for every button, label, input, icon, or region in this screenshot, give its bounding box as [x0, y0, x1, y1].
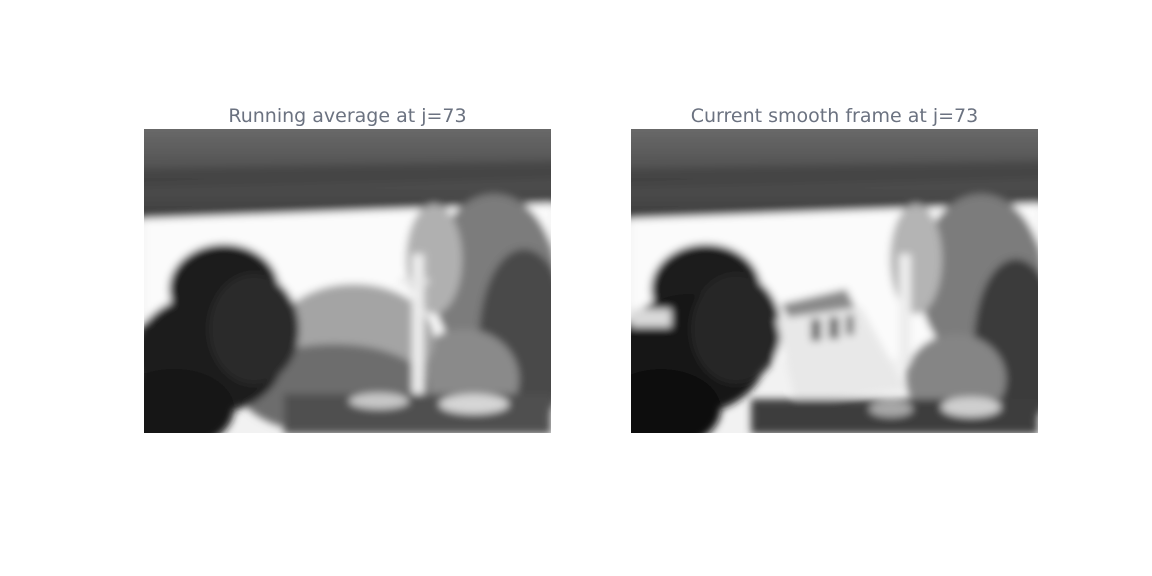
running-average-image	[144, 129, 551, 433]
current-frame-image	[631, 129, 1038, 433]
running-average-scene	[144, 129, 551, 433]
current-frame-scene	[631, 129, 1038, 433]
current-frame-title: Current smooth frame at j=73	[690, 105, 979, 127]
running-average-title: Running average at j=73	[228, 105, 467, 127]
running-average-panel: Running average at j=73	[144, 104, 551, 433]
current-frame-panel: Current smooth frame at j=73	[631, 104, 1038, 433]
